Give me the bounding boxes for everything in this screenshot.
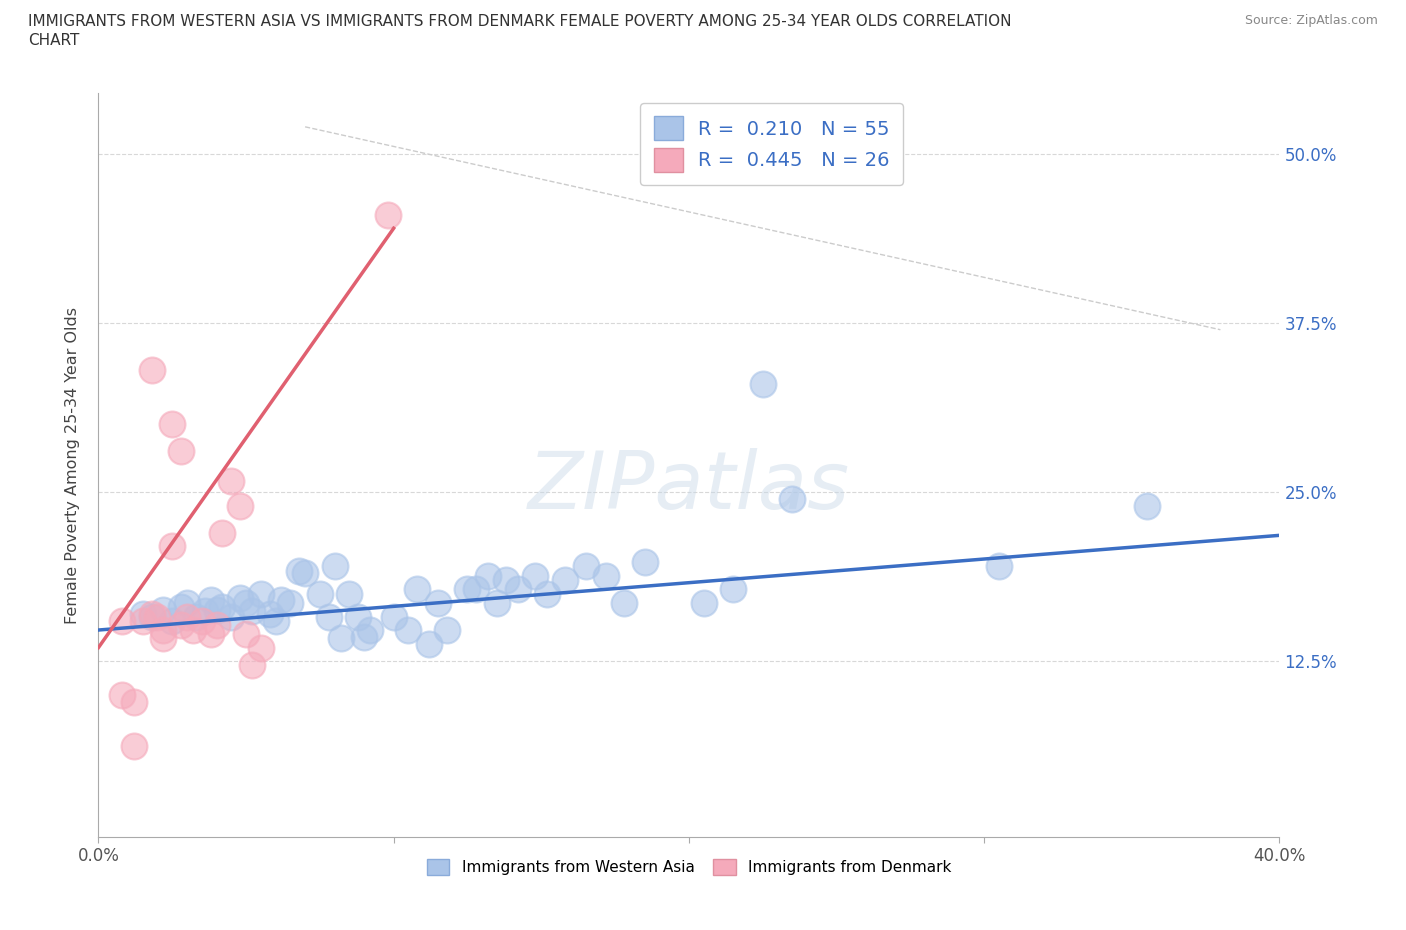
Point [339,586,361,601]
Point [418,636,440,651]
Point [211,600,233,615]
Point [141,363,163,378]
Point [353,630,375,644]
Point [235,627,257,642]
Point [323,559,346,574]
Point [152,622,174,637]
Point [122,695,145,710]
Point [184,609,207,624]
Point [170,600,193,615]
Point [122,739,145,754]
Point [288,563,311,578]
Point [111,613,134,628]
Point [359,622,381,637]
Point [595,568,617,583]
Point [162,417,183,432]
Point [221,473,243,488]
Point [427,595,450,610]
Point [486,595,509,610]
Point [1136,498,1159,513]
Point [132,606,155,621]
Point [176,595,198,610]
Point [132,613,155,628]
Point [176,609,198,624]
Point [152,631,174,645]
Point [205,603,228,618]
Point [495,573,517,588]
Point [294,565,316,580]
Point [477,568,499,583]
Point [181,622,204,637]
Point [536,586,558,601]
Point [270,592,292,607]
Point [465,582,488,597]
Point [240,658,263,672]
Point [318,609,340,624]
Point [240,604,263,618]
Point [280,595,302,610]
Point [141,609,163,624]
Point [524,568,547,583]
Point [382,609,405,624]
Point [398,622,420,637]
Point [250,640,273,655]
Point [554,573,576,588]
Point [152,603,174,618]
Point [723,582,745,597]
Point [200,627,222,642]
Point [575,559,598,574]
Point [506,582,529,597]
Point [347,609,370,624]
Point [229,498,252,513]
Point [205,618,228,632]
Point [752,377,775,392]
Point [194,604,217,618]
Point [146,609,169,624]
Point [457,582,479,597]
Point [782,491,804,506]
Point [221,609,243,624]
Point [211,525,233,540]
Point [141,606,163,621]
Text: ZIPatlas: ZIPatlas [527,448,851,526]
Point [111,687,134,702]
Point [377,207,399,222]
Point [329,631,352,645]
Point [613,595,636,610]
Point [693,595,716,610]
Point [229,591,252,605]
Point [406,582,429,597]
Point [309,586,332,601]
Point [162,538,183,553]
Point [191,613,214,628]
Point [235,595,257,610]
Point [170,444,193,458]
Point [988,559,1011,574]
Legend: Immigrants from Western Asia, Immigrants from Denmark: Immigrants from Western Asia, Immigrants… [420,853,957,882]
Point [264,613,287,628]
Point [634,555,657,570]
Point [170,618,193,632]
Text: CHART: CHART [28,33,80,47]
Point [436,622,458,637]
Y-axis label: Female Poverty Among 25-34 Year Olds: Female Poverty Among 25-34 Year Olds [65,307,80,623]
Point [162,613,183,628]
Point [200,592,222,607]
Point [259,606,281,621]
Text: IMMIGRANTS FROM WESTERN ASIA VS IMMIGRANTS FROM DENMARK FEMALE POVERTY AMONG 25-: IMMIGRANTS FROM WESTERN ASIA VS IMMIGRAN… [28,14,1012,29]
Text: Source: ZipAtlas.com: Source: ZipAtlas.com [1244,14,1378,27]
Point [250,586,273,601]
